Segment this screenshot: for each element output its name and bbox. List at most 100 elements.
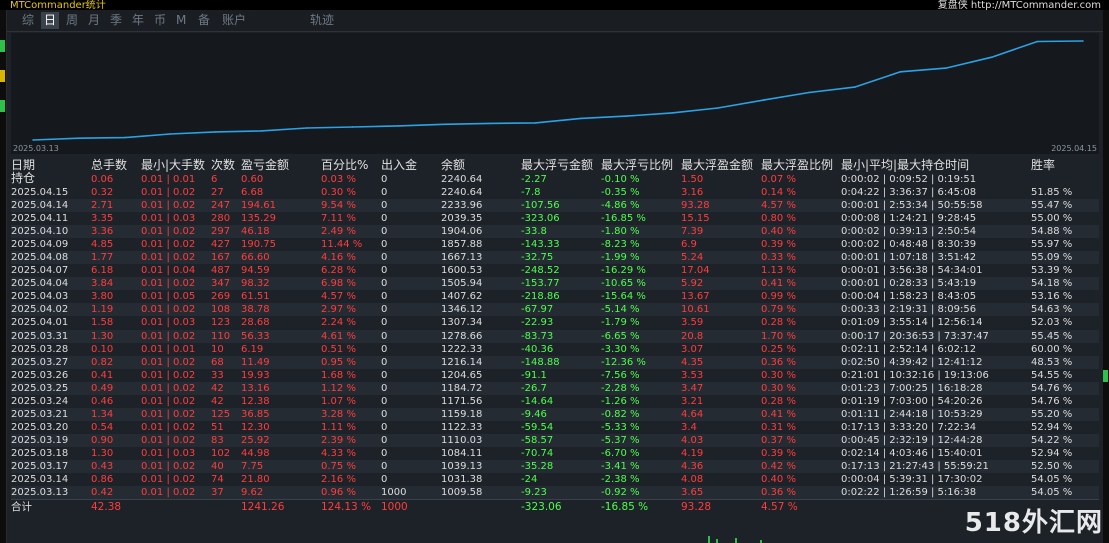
table-row[interactable]: 2025.04.15 0.32 0.01 | 0.02 27 6.68 0.30 % 0 22… bbox=[11, 186, 1099, 200]
table-row[interactable]: 2025.03.13 0.42 0.01 | 0.02 37 9.62 0.96 % 100… bbox=[11, 486, 1099, 500]
header-position[interactable]: 持仓 bbox=[11, 171, 36, 185]
table-row[interactable]: 2025.04.09 4.85 0.01 | 0.02 427 190.75 11.44 … bbox=[11, 238, 1099, 252]
cell-inout: 0 bbox=[381, 278, 388, 290]
equity-series-line bbox=[32, 40, 1084, 141]
tab-6[interactable]: 币 bbox=[154, 13, 167, 27]
cell-mfl: -9.23 bbox=[521, 487, 547, 499]
table-row[interactable]: 2025.03.14 0.86 0.01 | 0.02 74 21.80 2.16 % 0 1… bbox=[11, 473, 1099, 487]
cell-date: 2025.03.26 bbox=[11, 369, 69, 381]
cell-inout: 0 bbox=[381, 304, 388, 316]
table-row[interactable]: 2025.04.02 1.19 0.01 | 0.02 108 38.78 2.97 % 0… bbox=[11, 303, 1099, 317]
cell-minmax: 0.01 | 0.03 bbox=[141, 447, 196, 459]
header-pct[interactable]: 百分比% bbox=[321, 158, 369, 172]
watermark-logo: 518外汇网 bbox=[964, 508, 1103, 538]
tab-0[interactable]: 综 bbox=[22, 13, 35, 27]
tab-4[interactable]: 季 bbox=[110, 13, 123, 27]
header-date[interactable]: 日期 bbox=[11, 158, 36, 172]
cell-pct: 3.28 % bbox=[321, 408, 356, 420]
table-row[interactable]: 2025.03.17 0.43 0.01 | 0.02 40 7.75 0.75 % 0 10… bbox=[11, 459, 1099, 474]
table-row[interactable]: 2025.03.19 0.90 0.01 | 0.02 83 25.92 2.39 % 0 1… bbox=[11, 433, 1099, 447]
tab-3[interactable]: 月 bbox=[88, 13, 101, 27]
table-row[interactable]: 2025.04.10 3.36 0.01 | 0.02 297 46.18 2.49 % 0… bbox=[11, 225, 1099, 239]
cell-pnl: 7.75 bbox=[241, 460, 264, 472]
table-row[interactable]: 2025.04.11 3.35 0.01 | 0.03 280 135.29 7.11 %… bbox=[11, 212, 1099, 226]
equity-point bbox=[214, 131, 217, 133]
tab-9[interactable]: 账户 bbox=[222, 13, 247, 27]
table-row[interactable]: 2025.03.18 1.30 0.01 | 0.03 102 44.98 4.33 % 0… bbox=[11, 446, 1099, 460]
cell-inout: 0 bbox=[381, 252, 388, 264]
table-row[interactable]: 2025.03.27 0.82 0.01 | 0.02 68 11.49 0.95 % 0 1… bbox=[11, 355, 1099, 369]
cell-mfpp: 0.14 % bbox=[761, 187, 796, 198]
tab-10[interactable]: 轨迹 bbox=[310, 13, 335, 27]
tab-5[interactable]: 年 bbox=[132, 13, 145, 27]
right-price-scale bbox=[1102, 10, 1109, 543]
table-row[interactable]: 2025.04.07 6.18 0.01 | 0.04 487 94.59 6.28 % 0… bbox=[11, 264, 1099, 278]
cell-inout: 0 bbox=[381, 369, 388, 381]
cell-balance: 1184.72 bbox=[441, 382, 483, 394]
cell-mfpp: 0.25 % bbox=[761, 343, 796, 355]
left-price-scale bbox=[0, 10, 7, 543]
cell-mflp: -0.92 % bbox=[601, 487, 640, 499]
header-count[interactable]: 次数 bbox=[211, 158, 236, 172]
tab-1[interactable]: 日 bbox=[41, 12, 60, 29]
cell-date: 2025.03.19 bbox=[11, 434, 69, 446]
table-row[interactable]: 2025.03.31 1.30 0.01 | 0.02 110 56.33 4.61 % 0… bbox=[11, 329, 1099, 343]
table-row[interactable]: 2025.04.04 3.84 0.01 | 0.02 347 98.32 6.98 % 0… bbox=[11, 277, 1099, 291]
header-winrate[interactable]: 胜率 bbox=[1031, 158, 1056, 172]
cell-date: 2025.03.20 bbox=[11, 421, 69, 433]
tab-8[interactable]: 备 bbox=[198, 13, 211, 27]
table-row[interactable]: 2025.04.14 2.71 0.01 | 0.02 247 194.61 9.54 %… bbox=[11, 199, 1099, 213]
cell-hold: 0:00:02 | 0:39:13 | 2:50:54 bbox=[841, 226, 977, 238]
ticker-mark bbox=[735, 538, 737, 543]
cell-pct: 4.33 % bbox=[321, 447, 356, 459]
header-pnl[interactable]: 盈亏金额 bbox=[241, 158, 290, 172]
table-row[interactable]: 2025.04.03 3.80 0.01 | 0.05 269 61.51 4.57 % 0… bbox=[11, 290, 1099, 304]
header-balance[interactable]: 余额 bbox=[441, 158, 466, 172]
table-row[interactable]: 2025.03.24 0.46 0.01 | 0.02 42 12.38 1.07 % 0 1… bbox=[11, 394, 1099, 408]
cell-inout: 0 bbox=[381, 434, 388, 446]
cell-pct: 9.54 % bbox=[321, 200, 356, 212]
equity-point bbox=[443, 123, 445, 126]
cell-lots: 1.30 bbox=[91, 330, 114, 342]
table-row[interactable]: 2025.04.01 1.58 0.01 | 0.03 123 28.68 2.24 % 0… bbox=[11, 316, 1099, 330]
header-max-float-loss-pct[interactable]: 最大浮亏比例 bbox=[601, 158, 674, 172]
brand-link[interactable]: 复盘侠 http://MTCommander.com bbox=[937, 0, 1101, 11]
cell-count: 83 bbox=[211, 434, 224, 446]
total-mfpp: 4.57 % bbox=[761, 501, 798, 514]
cell-minmax: 0.01 | 0.02 bbox=[141, 200, 196, 212]
header-inout[interactable]: 出入金 bbox=[381, 158, 418, 172]
cell-mflp: -12.36 % bbox=[601, 356, 646, 368]
cell-pct: 0.75 % bbox=[321, 460, 356, 472]
equity-point bbox=[580, 117, 582, 120]
header-max-float-profit-pct[interactable]: 最大浮盈比例 bbox=[761, 158, 834, 172]
table-row[interactable]: 2025.03.26 0.41 0.01 | 0.02 33 19.93 1.68 % 0 1… bbox=[11, 368, 1099, 382]
cell-mfl: -83.73 bbox=[521, 330, 554, 342]
cell-mfpp: 0.40 % bbox=[761, 474, 796, 486]
header-max-float-loss[interactable]: 最大浮亏金额 bbox=[521, 158, 594, 172]
table-row[interactable]: 2025.03.20 0.54 0.01 | 0.02 51 12.30 1.11 % 0 1… bbox=[11, 420, 1099, 434]
table-row[interactable]: 2025.03.21 1.34 0.01 | 0.02 125 36.85 3.28 % 0… bbox=[11, 407, 1099, 421]
cell-mfl: -7.8 bbox=[521, 187, 541, 198]
cell-count: 68 bbox=[211, 356, 224, 368]
header-hold-time[interactable]: 最小|平均|最大持仓时间 bbox=[841, 158, 970, 172]
cell-balance: 1600.53 bbox=[441, 265, 483, 277]
cell-inout: 0 bbox=[381, 317, 388, 329]
tab-7[interactable]: M bbox=[176, 13, 187, 27]
header-max-float-profit[interactable]: 最大浮盈金额 bbox=[681, 158, 754, 172]
tab-2[interactable]: 周 bbox=[66, 13, 79, 27]
cell-mfp: 3.07 bbox=[681, 343, 704, 355]
header-minmax-lots[interactable]: 最小|大手数 bbox=[141, 158, 206, 172]
table-row[interactable]: 2025.03.25 0.49 0.01 | 0.02 42 13.16 1.12 % 0 1… bbox=[11, 381, 1099, 395]
cell-mflp: -5.37 % bbox=[601, 434, 640, 446]
cell-hold: 0:04:22 | 3:36:37 | 6:45:08 bbox=[841, 187, 977, 198]
cell-count: 51 bbox=[211, 421, 224, 433]
header-lots[interactable]: 总手数 bbox=[91, 158, 128, 172]
position-mflp: -0.10 % bbox=[601, 174, 640, 185]
cell-date: 2025.03.31 bbox=[11, 330, 69, 342]
cell-date: 2025.03.17 bbox=[11, 460, 69, 472]
cell-minmax: 0.01 | 0.02 bbox=[141, 278, 196, 290]
table-row[interactable]: 2025.04.08 1.77 0.01 | 0.02 167 66.60 4.16 % 0… bbox=[11, 251, 1099, 265]
cell-pct: 2.24 % bbox=[321, 317, 356, 329]
table-row[interactable]: 2025.03.28 0.10 0.01 | 0.01 10 6.19 0.51 % 0 12… bbox=[11, 342, 1099, 356]
cell-count: 27 bbox=[211, 187, 224, 198]
